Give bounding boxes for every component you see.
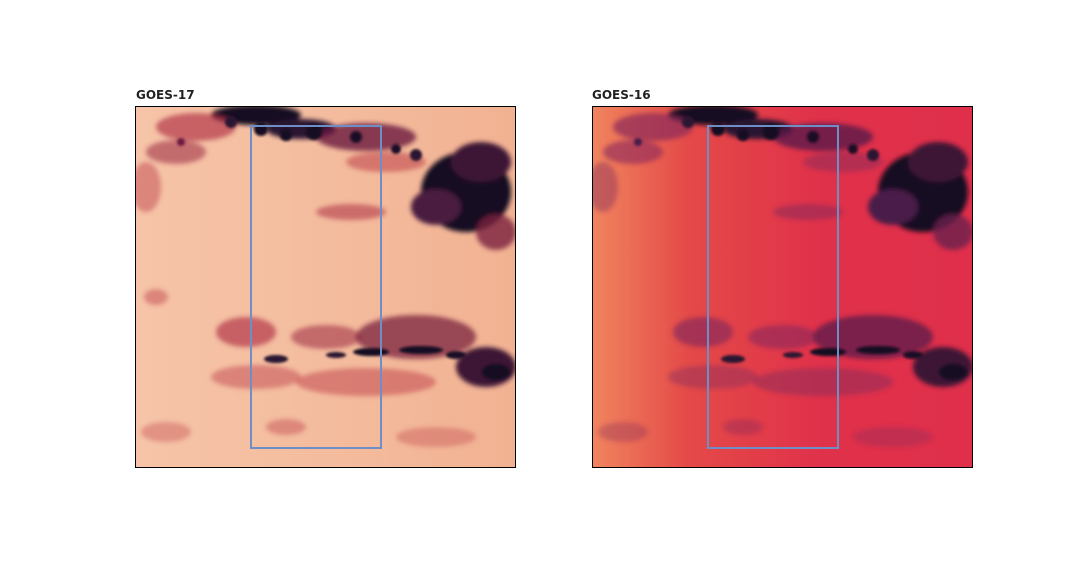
goes17-upper-cloud-cells <box>177 116 422 161</box>
goes17-image-svg <box>136 107 515 467</box>
goes17-region-box <box>250 125 382 449</box>
panel-title-goes16: GOES-16 <box>592 88 651 102</box>
goes16-lower-cloud-band <box>598 315 972 447</box>
goes17-upper-cloud-band <box>136 107 515 250</box>
goes16-satellite-image <box>592 106 973 468</box>
panel-title-goes17: GOES-17 <box>136 88 195 102</box>
goes17-lower-cloud-band <box>141 289 515 447</box>
goes16-region-box <box>707 125 839 449</box>
goes17-satellite-image <box>135 106 516 468</box>
goes16-image-svg <box>593 107 972 467</box>
